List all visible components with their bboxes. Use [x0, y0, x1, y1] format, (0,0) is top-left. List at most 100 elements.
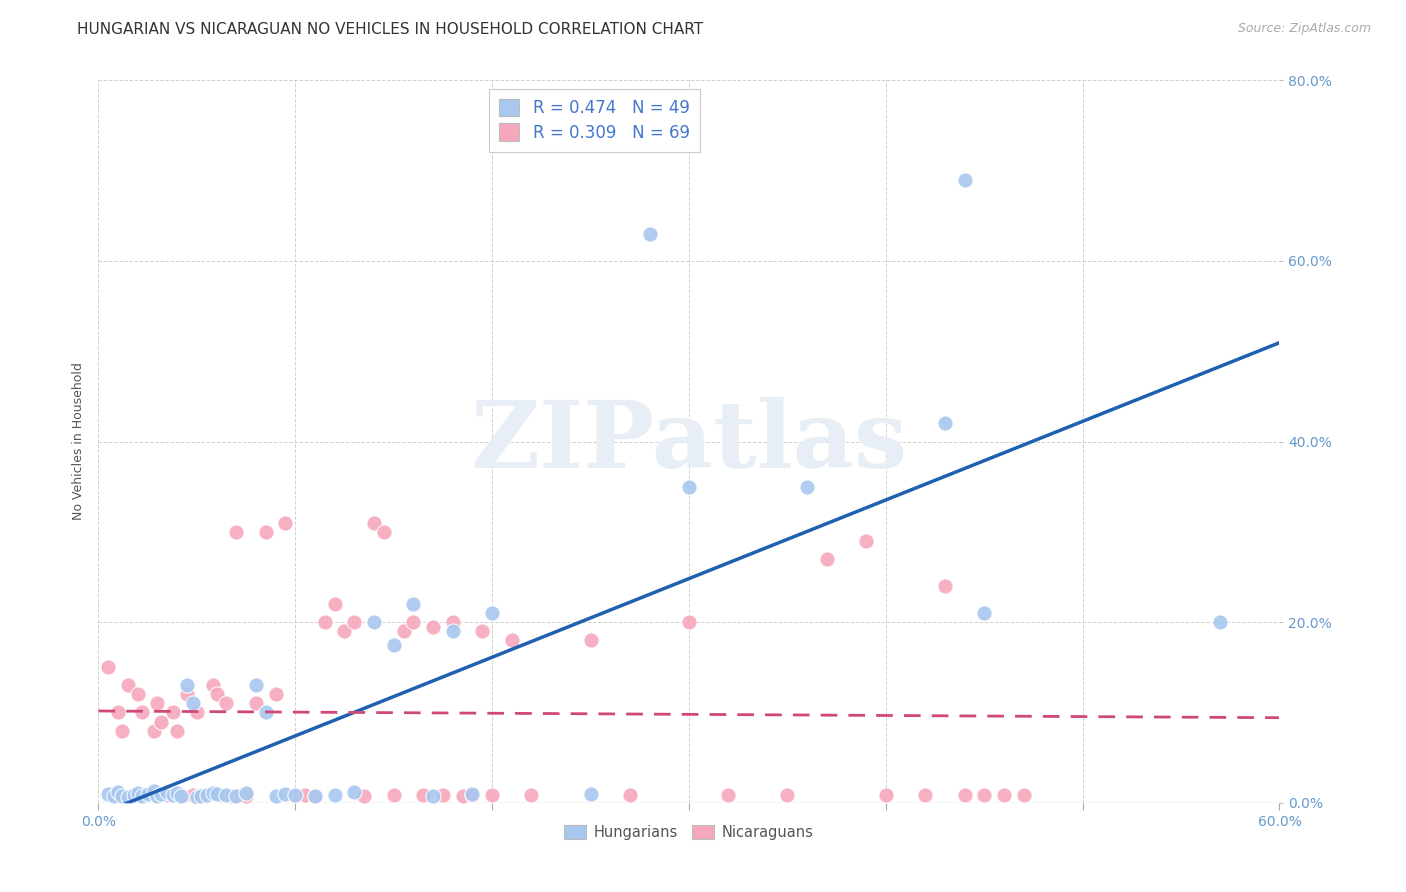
Point	[117, 678, 139, 692]
Point	[796, 480, 818, 494]
Point	[934, 579, 956, 593]
Point	[323, 788, 346, 802]
Point	[245, 678, 267, 692]
Point	[107, 785, 129, 799]
Point	[274, 516, 297, 530]
Point	[190, 788, 212, 802]
Point	[402, 597, 425, 611]
Point	[156, 788, 179, 802]
Point	[638, 227, 661, 241]
Point	[461, 788, 484, 802]
Point	[363, 615, 385, 630]
Point	[162, 706, 184, 720]
Point	[304, 789, 326, 803]
Point	[815, 552, 838, 566]
Point	[323, 597, 346, 611]
Point	[136, 787, 159, 801]
Text: ZIPatlas: ZIPatlas	[471, 397, 907, 486]
Point	[162, 788, 184, 802]
Point	[264, 687, 287, 701]
Point	[993, 788, 1015, 802]
Point	[245, 697, 267, 711]
Point	[195, 788, 218, 802]
Point	[343, 785, 366, 799]
Point	[274, 787, 297, 801]
Point	[181, 788, 204, 802]
Point	[176, 678, 198, 692]
Point	[122, 788, 145, 802]
Legend: Hungarians, Nicaraguans: Hungarians, Nicaraguans	[558, 820, 820, 847]
Text: Source: ZipAtlas.com: Source: ZipAtlas.com	[1237, 22, 1371, 36]
Point	[103, 789, 125, 803]
Point	[103, 789, 125, 804]
Point	[205, 787, 228, 801]
Point	[235, 786, 257, 800]
Point	[579, 787, 602, 801]
Point	[481, 606, 503, 620]
Point	[186, 706, 208, 720]
Point	[481, 788, 503, 802]
Point	[201, 678, 224, 692]
Point	[131, 706, 153, 720]
Point	[111, 789, 134, 803]
Point	[451, 789, 474, 803]
Point	[373, 524, 395, 539]
Point	[142, 723, 165, 738]
Point	[166, 786, 188, 800]
Point	[150, 787, 173, 801]
Point	[254, 524, 277, 539]
Point	[156, 785, 179, 799]
Point	[678, 480, 700, 494]
Point	[107, 706, 129, 720]
Point	[136, 788, 159, 802]
Point	[382, 638, 405, 652]
Point	[215, 788, 238, 802]
Point	[225, 524, 247, 539]
Point	[1209, 615, 1232, 630]
Point	[353, 789, 375, 803]
Point	[127, 687, 149, 701]
Point	[122, 788, 145, 802]
Point	[235, 789, 257, 803]
Point	[181, 697, 204, 711]
Point	[131, 789, 153, 804]
Point	[441, 624, 464, 639]
Point	[304, 789, 326, 803]
Point	[314, 615, 336, 630]
Point	[186, 790, 208, 805]
Point	[195, 789, 218, 803]
Point	[284, 789, 307, 803]
Point	[205, 687, 228, 701]
Point	[221, 789, 243, 803]
Point	[201, 786, 224, 800]
Point	[146, 697, 169, 711]
Point	[422, 789, 444, 803]
Point	[117, 790, 139, 805]
Point	[166, 723, 188, 738]
Point	[1012, 788, 1035, 802]
Point	[170, 789, 193, 803]
Point	[501, 633, 523, 648]
Point	[422, 620, 444, 634]
Point	[225, 789, 247, 803]
Point	[432, 788, 454, 802]
Point	[264, 789, 287, 804]
Point	[471, 624, 494, 639]
Point	[392, 624, 415, 639]
Point	[146, 789, 169, 803]
Point	[190, 789, 212, 803]
Point	[176, 687, 198, 701]
Point	[142, 784, 165, 798]
Point	[209, 788, 232, 802]
Point	[382, 788, 405, 802]
Point	[97, 660, 120, 674]
Point	[412, 788, 434, 802]
Point	[441, 615, 464, 630]
Point	[953, 172, 976, 186]
Point	[717, 788, 740, 802]
Y-axis label: No Vehicles in Household: No Vehicles in Household	[72, 363, 84, 520]
Point	[111, 723, 134, 738]
Point	[855, 533, 877, 548]
Point	[402, 615, 425, 630]
Point	[461, 787, 484, 801]
